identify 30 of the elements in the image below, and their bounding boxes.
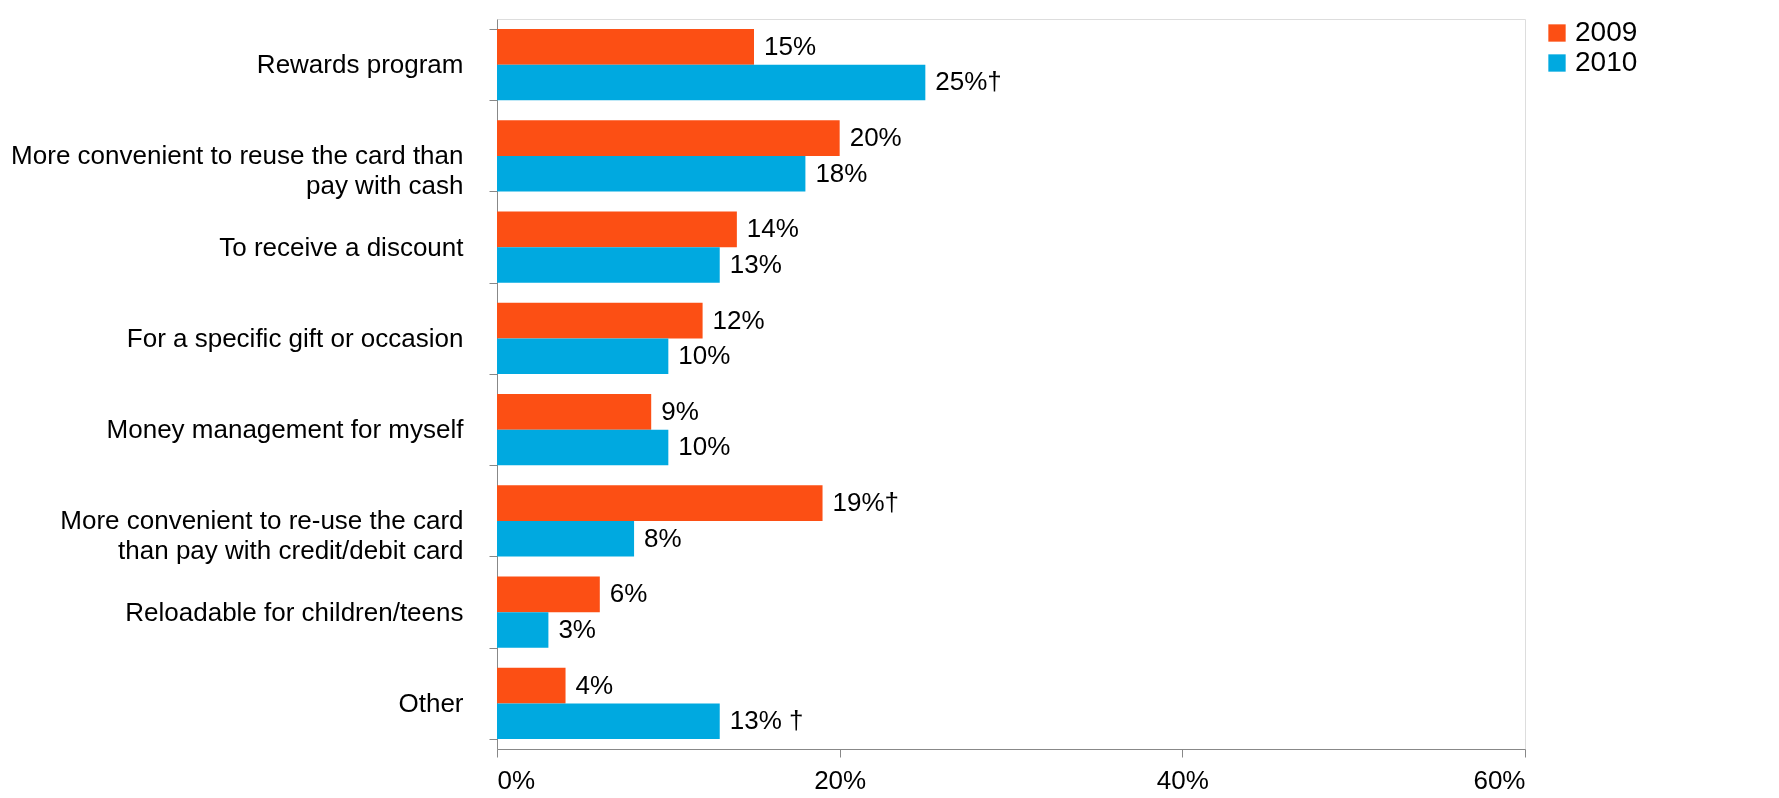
legend-label: 2009 [1575, 16, 1638, 47]
data-label: 9% [661, 395, 699, 426]
data-label: 20% [849, 122, 902, 153]
y-tick-label: Reloadable for children/teens [125, 596, 464, 627]
data-label: 15% [764, 30, 817, 61]
x-tick-label: 0% [497, 764, 536, 795]
data-label: 3% [558, 613, 596, 644]
data-label: 25%† [935, 66, 1002, 97]
data-label: 12% [712, 304, 765, 335]
y-tick-label: For a specific gift or occasion [126, 322, 464, 353]
data-label: 13% † [729, 705, 804, 736]
y-tick-label: More convenient to reuse the card than pay with cash [11, 140, 464, 201]
data-label: 18% [815, 157, 868, 188]
x-tick-label: 60% [1473, 764, 1526, 795]
y-tick-label: To receive a discount [219, 231, 465, 262]
y-tick-label: Rewards program [256, 49, 464, 80]
data-label: 6% [609, 578, 648, 609]
data-label: 4% [575, 669, 614, 700]
data-label: 14% [746, 213, 799, 244]
y-tick-label: Other [398, 687, 464, 718]
x-tick-label: 20% [814, 764, 867, 795]
data-label: 8% [644, 522, 682, 553]
data-label: 13% [729, 248, 782, 279]
y-tick-label: Money management for myself [106, 414, 465, 445]
legend-label: 2010 [1575, 46, 1638, 77]
data-label: 19%† [832, 487, 900, 518]
x-tick-label: 40% [1156, 764, 1209, 795]
y-tick-label: More convenient to re-use the card than pay with credit/debit card [60, 505, 464, 566]
data-label: 10% [678, 340, 731, 371]
data-label: 10% [678, 431, 731, 462]
